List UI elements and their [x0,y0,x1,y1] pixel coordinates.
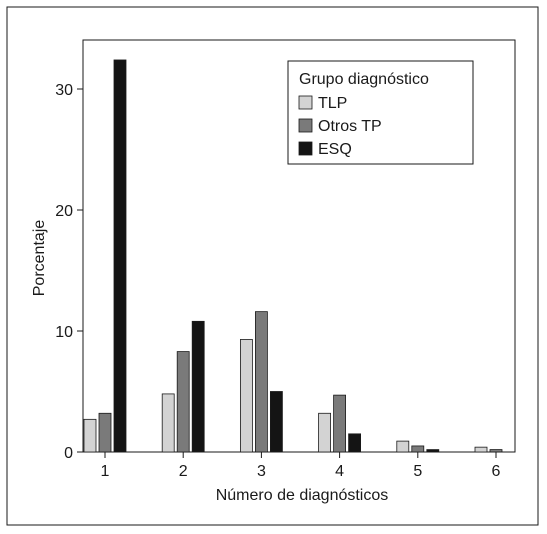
legend-title: Grupo diagnóstico [299,71,429,88]
x-tick-label: 2 [179,463,188,480]
bar-tlp-5 [396,440,410,453]
bar-esq-5 [426,449,440,453]
x-tick-label: 1 [101,463,110,480]
y-tick-label: 30 [55,82,73,99]
x-axis-label: Número de diagnósticos [216,487,389,504]
legend-swatch-tlp [298,95,313,110]
bars [83,59,503,453]
bar-esq-4 [348,433,362,453]
bar-tlp-4 [318,412,332,453]
x-tick-label: 4 [335,463,344,480]
x-tick-label: 5 [413,463,422,480]
bar-otros-tp-5 [411,445,425,453]
y-axis-label: Porcentaje [31,220,48,297]
y-axis: 0 10 20 30 [55,82,83,462]
bar-otros-tp-3 [254,311,268,453]
bar-tlp-1 [83,418,97,453]
legend-label-otros-tp: Otros TP [318,118,382,135]
bar-otros-tp-6 [489,449,503,453]
y-tick-label: 20 [55,203,73,220]
legend-box [287,60,474,165]
bar-otros-tp-2 [176,351,190,453]
x-tick-label: 6 [492,463,501,480]
bar-esq-3 [269,391,283,453]
legend: Grupo diagnóstico TLP Otros TP ESQ [287,60,474,165]
bar-tlp-6 [474,446,488,453]
bar-tlp-3 [239,339,253,453]
y-tick-label: 10 [55,324,73,341]
bar-otros-tp-1 [98,412,112,453]
legend-label-esq: ESQ [318,141,352,158]
bar-esq-2 [191,320,205,453]
y-tick-label: 0 [64,445,73,462]
bar-esq-1 [113,59,127,453]
legend-label-tlp: TLP [318,95,347,112]
x-tick-label: 3 [257,463,266,480]
bar-tlp-2 [161,393,175,453]
x-axis: 1 2 3 4 5 6 [101,452,501,480]
bar-otros-tp-4 [333,394,347,453]
legend-swatch-esq [298,141,313,156]
legend-swatch-otros-tp [298,118,313,133]
